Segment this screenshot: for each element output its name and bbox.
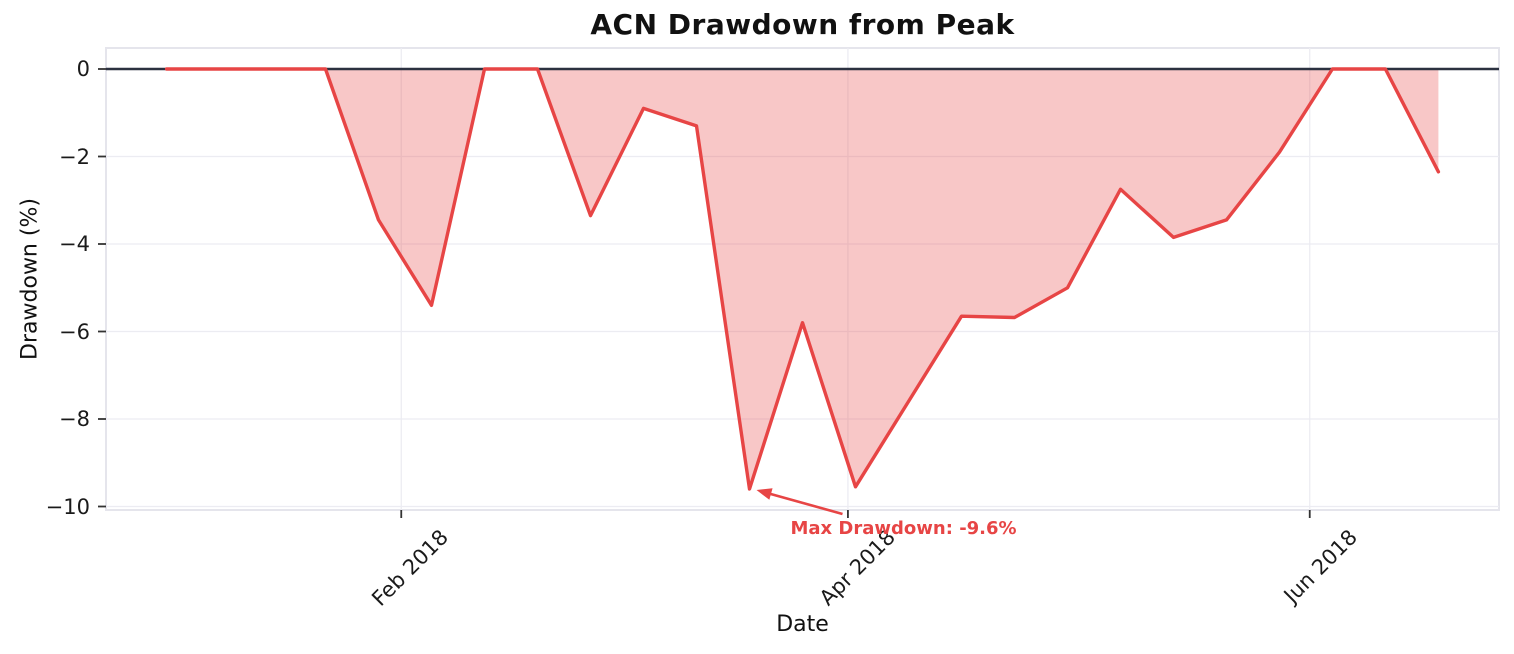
x-axis-label: Date	[776, 612, 829, 637]
drawdown-area-fill	[166, 69, 1439, 489]
y-tick-label: −6	[59, 319, 90, 344]
y-tick-label: 0	[76, 57, 90, 81]
chart-title: ACN Drawdown from Peak	[590, 8, 1015, 41]
y-tick-label: −2	[59, 144, 90, 169]
annotation-arrow-head	[756, 488, 773, 500]
annotation-arrow-shaft	[766, 491, 843, 516]
max-drawdown-annotation: Max Drawdown: -9.6%	[790, 518, 1017, 539]
plot-border	[105, 47, 1500, 511]
y-tick-label: −8	[59, 407, 90, 431]
y-tick-label: −4	[59, 232, 90, 256]
drawdown-line	[164, 67, 1441, 491]
y-tick-label: −10	[45, 494, 90, 519]
